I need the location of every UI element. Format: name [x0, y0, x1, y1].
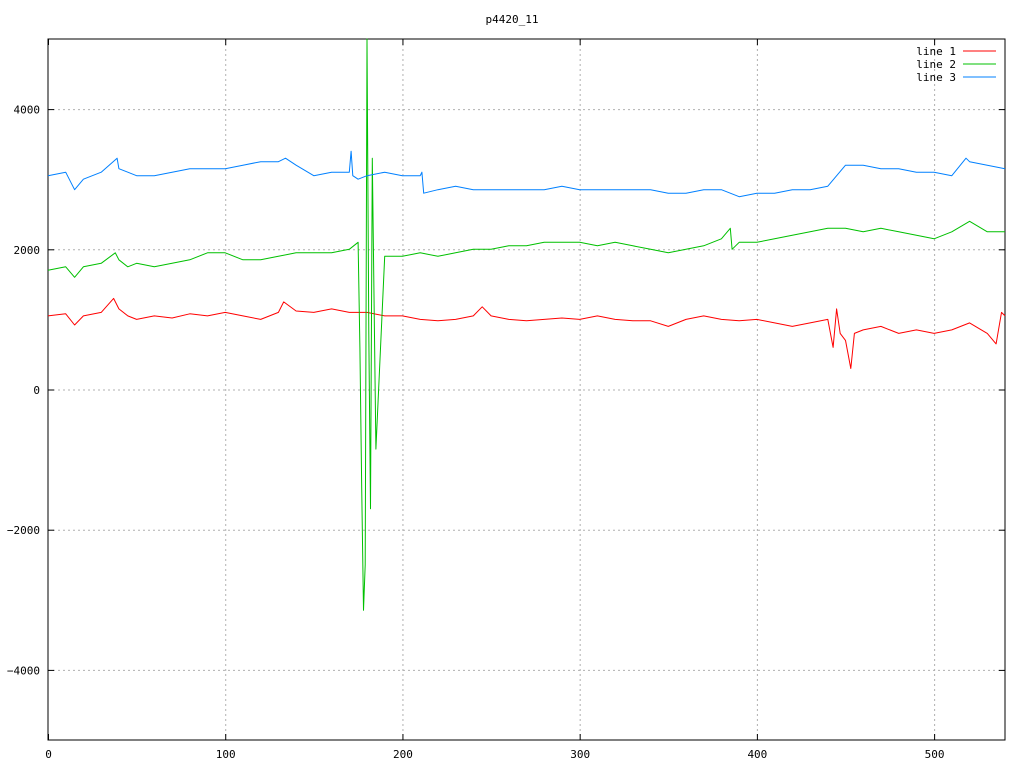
legend-label: line 3 [916, 71, 956, 84]
y-tick-label: 0 [33, 384, 40, 397]
y-tick-label: 2000 [14, 244, 41, 257]
x-tick-label: 300 [570, 748, 590, 761]
legend-label: line 1 [916, 45, 956, 58]
plot-frame [47, 38, 1006, 741]
series-line-3 [47, 150, 1006, 198]
x-tick-label: 0 [45, 748, 52, 761]
y-tick-label: −4000 [7, 664, 40, 677]
x-tick-label: 400 [747, 748, 767, 761]
x-tick-label: 200 [393, 748, 413, 761]
chart-title: p4420_11 [486, 13, 539, 26]
legend-label: line 2 [916, 58, 956, 71]
series-layer [47, 38, 1006, 611]
x-tick-label: 100 [216, 748, 236, 761]
y-tick-label: −2000 [7, 524, 40, 537]
y-tick-label: 4000 [14, 104, 41, 117]
axis-ticks: 0 100 200 300 400 500 −4000 −2000 0 2000 4000 [7, 39, 1005, 761]
grid [48, 39, 1005, 740]
x-tick-label: 500 [925, 748, 945, 761]
series-line-2 [47, 38, 1005, 611]
series-line-1 [47, 297, 1006, 369]
